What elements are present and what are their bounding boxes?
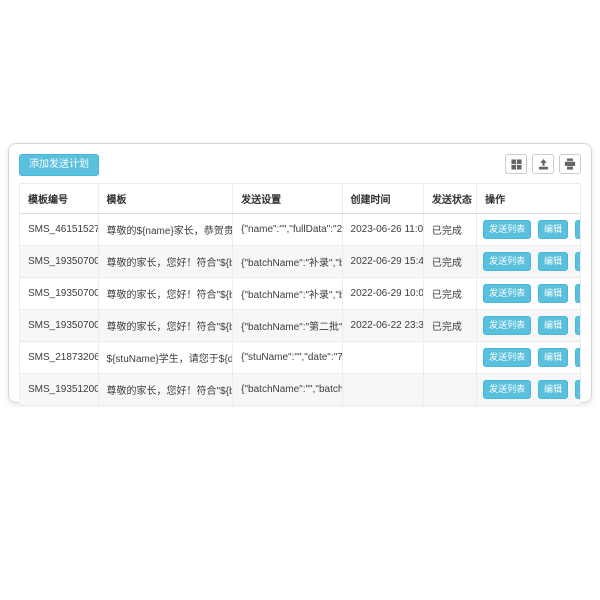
export-button[interactable]: [532, 154, 554, 174]
actions-cell: 发送列表 编辑 删除: [476, 245, 581, 278]
send-status-cell: 已完成: [422, 213, 478, 246]
template-id-cell: SMS_193507009: [19, 245, 99, 278]
template-id-cell: SMS_193507009: [19, 277, 99, 310]
delete-button[interactable]: 删除: [574, 316, 580, 335]
send-settings-cell: {"batchName":"第二批","...: [232, 309, 343, 342]
table-row: SMS_193512001 尊敬的家长，您好！符合"${batch... {"b…: [19, 373, 581, 406]
send-settings-cell: {"batchName":"","batchN...: [232, 373, 343, 406]
send-settings-cell: {"batchName":"补录","be...: [232, 245, 343, 278]
column-header-operations: 操作: [476, 183, 581, 214]
template-cell: ${stuName}学生，请您于${date}下...: [97, 341, 234, 374]
column-header-send-settings: 发送设置: [232, 183, 343, 214]
actions-cell: 发送列表 编辑 删除: [476, 341, 581, 374]
column-header-created-time: 创建时间: [341, 183, 424, 214]
send-settings-cell: {"batchName":"补录","be...: [232, 277, 343, 310]
column-header-template: 模板: [97, 183, 234, 214]
delete-button[interactable]: 删除: [574, 380, 580, 399]
created-time-cell: 2022-06-22 23:35:...: [341, 309, 424, 342]
card-view-icon: [510, 158, 522, 170]
template-cell: 尊敬的家长，您好！符合"${batch...: [97, 245, 234, 278]
actions-cell: 发送列表 编辑 删除: [476, 309, 581, 342]
template-id-cell: SMS_193507009: [19, 309, 99, 342]
delete-button[interactable]: 删除: [574, 284, 580, 303]
edit-button[interactable]: 编辑: [537, 380, 568, 399]
template-cell: 尊敬的家长，您好！符合"${batch...: [97, 373, 234, 406]
edit-button[interactable]: 编辑: [537, 348, 568, 367]
table-toolbar: 添加发送计划: [19, 154, 581, 176]
toolbar-icon-group: [505, 154, 581, 174]
delete-button[interactable]: 删除: [574, 252, 580, 271]
send-settings-cell: {"stuName":"","date":"7.8...: [232, 341, 343, 374]
template-id-cell: SMS_218732066: [19, 341, 99, 374]
template-cell: 尊敬的家长，您好！符合"${batch...: [97, 277, 234, 310]
template-cell: 尊敬的家长，您好！符合"${batch...: [97, 309, 234, 342]
template-cell: 尊敬的${name}家长，恭贺贵子女...: [97, 213, 234, 246]
created-time-cell: 2023-06-26 11:07:...: [341, 213, 424, 246]
created-time-cell: 2022-06-29 10:05:...: [341, 277, 424, 310]
template-id-cell: SMS_193512001: [19, 373, 99, 406]
delete-button[interactable]: 删除: [574, 220, 580, 239]
print-button[interactable]: [559, 154, 581, 174]
send-list-button[interactable]: 发送列表: [483, 252, 532, 271]
created-time-cell: 2022-06-29 15:42:...: [341, 245, 424, 278]
edit-button[interactable]: 编辑: [537, 220, 568, 239]
actions-cell: 发送列表 编辑 删除: [476, 277, 581, 310]
add-send-plan-button[interactable]: 添加发送计划: [19, 154, 99, 176]
delete-button[interactable]: 删除: [574, 348, 580, 367]
created-time-cell: [341, 373, 424, 406]
send-status-cell: 已完成: [422, 277, 478, 310]
actions-cell: 发送列表 编辑 删除: [476, 373, 581, 406]
template-id-cell: SMS_461515277: [19, 213, 99, 246]
print-icon: [564, 158, 576, 170]
send-plan-table: 模板编号 模板 发送设置 创建时间 发送状态 操作 SMS_461515277 …: [19, 183, 581, 406]
table-row: SMS_193507009 尊敬的家长，您好！符合"${batch... {"b…: [19, 309, 581, 342]
export-icon: [538, 158, 549, 170]
edit-button[interactable]: 编辑: [537, 316, 568, 335]
card-view-button[interactable]: [505, 154, 527, 174]
actions-cell: 发送列表 编辑 删除: [476, 213, 581, 246]
created-time-cell: [341, 341, 424, 374]
send-status-cell: 已完成: [422, 245, 478, 278]
column-header-send-status: 发送状态: [422, 183, 478, 214]
send-status-cell: 已完成: [422, 309, 478, 342]
table-row: SMS_193507009 尊敬的家长，您好！符合"${batch... {"b…: [19, 277, 581, 310]
edit-button[interactable]: 编辑: [537, 284, 568, 303]
table-row: SMS_461515277 尊敬的${name}家长，恭贺贵子女... {"na…: [19, 213, 581, 246]
send-status-cell: [422, 341, 478, 374]
send-list-button[interactable]: 发送列表: [483, 220, 532, 239]
send-list-button[interactable]: 发送列表: [483, 284, 532, 303]
send-settings-cell: {"name":"","fullData":"202...: [232, 213, 343, 246]
sms-plan-panel: 添加发送计划: [8, 143, 592, 406]
table-header-row: 模板编号 模板 发送设置 创建时间 发送状态 操作: [19, 183, 581, 214]
send-list-button[interactable]: 发送列表: [483, 380, 532, 399]
send-list-button[interactable]: 发送列表: [483, 316, 532, 335]
column-header-template-id: 模板编号: [19, 183, 99, 214]
send-list-button[interactable]: 发送列表: [483, 348, 532, 367]
table-row: SMS_218732066 ${stuName}学生，请您于${date}下..…: [19, 341, 581, 374]
send-status-cell: [422, 373, 478, 406]
edit-button[interactable]: 编辑: [537, 252, 568, 271]
table-row: SMS_193507009 尊敬的家长，您好！符合"${batch... {"b…: [19, 245, 581, 278]
